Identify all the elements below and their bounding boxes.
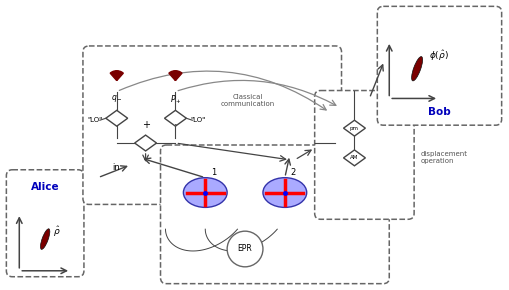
Text: EPR: EPR [238,244,252,253]
Text: 1: 1 [211,168,216,177]
Text: displacement
operation: displacement operation [421,151,468,164]
Text: AM: AM [350,155,359,160]
Polygon shape [344,120,365,136]
FancyBboxPatch shape [377,6,502,125]
FancyBboxPatch shape [6,170,84,277]
Text: Bob: Bob [428,107,451,117]
Text: $q_-$: $q_-$ [111,93,123,104]
Circle shape [227,231,263,267]
Ellipse shape [183,178,227,207]
Text: $P_+$: $P_+$ [169,93,181,106]
Ellipse shape [412,57,422,81]
Polygon shape [176,71,182,81]
Polygon shape [173,71,178,81]
Polygon shape [115,71,119,81]
Text: 2: 2 [290,168,295,177]
Text: +: + [142,120,150,130]
Text: "LO": "LO" [191,117,206,123]
Polygon shape [344,150,365,166]
Polygon shape [106,110,128,126]
FancyBboxPatch shape [160,145,389,284]
Ellipse shape [41,229,50,249]
Text: ·: · [174,120,177,130]
Ellipse shape [263,178,307,207]
Polygon shape [117,71,123,81]
Text: Alice: Alice [31,182,60,192]
Polygon shape [110,71,117,81]
Polygon shape [135,135,157,151]
FancyBboxPatch shape [315,90,414,219]
Text: $\phi(\hat{\rho})$: $\phi(\hat{\rho})$ [429,48,449,63]
Text: $\hat{\rho}$: $\hat{\rho}$ [53,225,61,240]
FancyBboxPatch shape [83,46,342,204]
Text: "LO": "LO" [87,117,102,123]
Text: in: in [112,163,120,172]
Text: Classical
communication: Classical communication [221,94,275,107]
Text: pm: pm [350,126,359,131]
Polygon shape [169,71,176,81]
Polygon shape [164,110,186,126]
